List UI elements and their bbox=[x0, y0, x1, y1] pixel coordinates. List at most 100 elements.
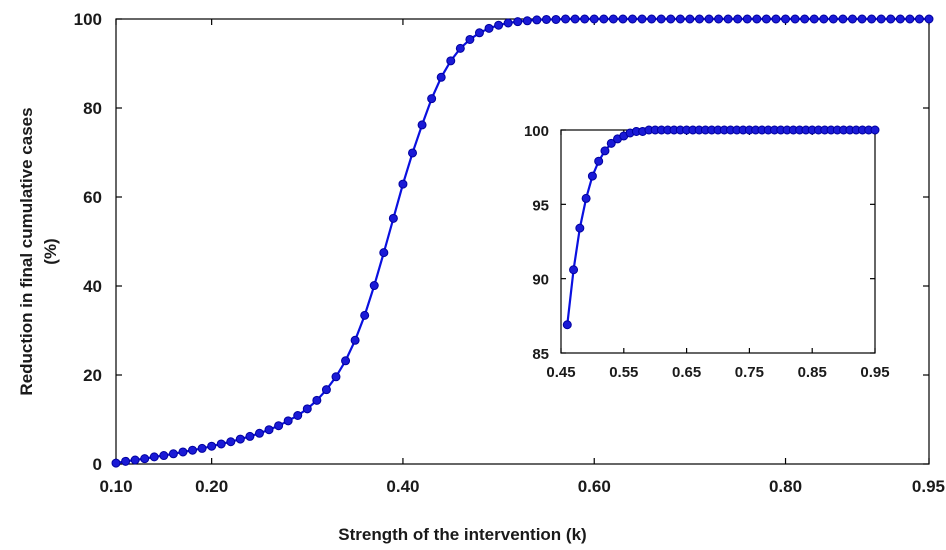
main-data-point bbox=[245, 431, 255, 441]
inset-data-point bbox=[606, 138, 616, 148]
inset-y-tick-label: 85 bbox=[532, 346, 549, 363]
main-y-tick-label: 80 bbox=[83, 99, 102, 118]
main-y-tick-label: 60 bbox=[83, 188, 102, 207]
main-plot-frame bbox=[115, 18, 930, 465]
main-data-point bbox=[532, 15, 542, 25]
main-data-point bbox=[216, 439, 226, 449]
inset-data-point bbox=[562, 320, 572, 330]
main-data-point bbox=[398, 179, 408, 189]
main-data-point bbox=[388, 213, 398, 223]
inset-x-tick-label: 0.45 bbox=[546, 364, 575, 381]
main-data-point bbox=[159, 451, 169, 461]
main-data-point bbox=[321, 385, 331, 395]
main-data-point bbox=[130, 455, 140, 465]
main-data-point bbox=[647, 14, 657, 24]
inset-x-tick-label: 0.75 bbox=[735, 364, 764, 381]
main-data-point bbox=[541, 14, 551, 24]
inset-data-point bbox=[569, 265, 579, 275]
main-data-point bbox=[302, 404, 312, 414]
main-x-tick-label: 0.80 bbox=[769, 477, 802, 496]
main-x-tick-label: 0.10 bbox=[99, 477, 132, 496]
inset-data-point bbox=[581, 193, 591, 203]
inset-data-point bbox=[575, 223, 585, 233]
inset-x-tick-label: 0.65 bbox=[672, 364, 701, 381]
main-data-point bbox=[790, 14, 800, 24]
main-data-point bbox=[886, 14, 896, 24]
main-data-point bbox=[733, 14, 743, 24]
main-data-point bbox=[914, 14, 924, 24]
main-data-point bbox=[924, 14, 934, 24]
main-data-point bbox=[312, 395, 322, 405]
inset-plot: 0.45 0.55 0.65 0.75 0.85 0.95 85 90 95 100 bbox=[524, 123, 890, 381]
main-data-point bbox=[666, 14, 676, 24]
main-data-point bbox=[580, 14, 590, 24]
main-data-point bbox=[656, 14, 666, 24]
main-data-point bbox=[675, 14, 685, 24]
main-data-point bbox=[742, 14, 752, 24]
main-data-point bbox=[905, 14, 915, 24]
main-data-point bbox=[867, 14, 877, 24]
inset-y-tick-label: 100 bbox=[524, 123, 549, 140]
main-data-point bbox=[589, 14, 599, 24]
main-data-point bbox=[857, 14, 867, 24]
main-data-point bbox=[350, 335, 360, 345]
main-data-point bbox=[188, 445, 198, 455]
main-data-point bbox=[752, 14, 762, 24]
main-data-point bbox=[494, 20, 504, 30]
inset-background bbox=[561, 130, 875, 353]
main-data-point bbox=[522, 16, 532, 26]
main-data-point bbox=[819, 14, 829, 24]
main-x-tick-label: 0.60 bbox=[578, 477, 611, 496]
main-data-point bbox=[685, 14, 695, 24]
main-data-point bbox=[513, 17, 523, 27]
main-data-point bbox=[561, 14, 571, 24]
main-data-point bbox=[254, 428, 264, 438]
main-data-point bbox=[781, 14, 791, 24]
inset-data-point bbox=[600, 146, 610, 156]
main-data-point bbox=[168, 449, 178, 459]
main-data-point bbox=[876, 14, 886, 24]
main-data-point bbox=[111, 458, 121, 468]
main-data-point bbox=[274, 421, 284, 431]
main-data-point bbox=[283, 416, 293, 426]
y-axis-label-line-1: Reduction in final cumulative cases bbox=[17, 107, 36, 395]
main-plot: 0.10 0.20 0.40 0.60 0.80 0.95 0 20 40 60 80 100 bbox=[74, 10, 945, 496]
main-data-point bbox=[847, 14, 857, 24]
main-data-point bbox=[455, 43, 465, 53]
main-data-point bbox=[570, 14, 580, 24]
main-data-point bbox=[360, 310, 370, 320]
main-data-point bbox=[551, 14, 561, 24]
main-data-point bbox=[704, 14, 714, 24]
main-data-point bbox=[446, 56, 456, 66]
main-data-point bbox=[369, 281, 379, 291]
inset-x-tick-label: 0.85 bbox=[798, 364, 827, 381]
main-y-tick-label: 40 bbox=[83, 277, 102, 296]
inset-x-tick-label: 0.95 bbox=[860, 364, 889, 381]
main-data-point bbox=[207, 441, 217, 451]
main-x-tick-label: 0.95 bbox=[912, 477, 945, 496]
main-data-point bbox=[178, 447, 188, 457]
main-data-point bbox=[226, 437, 236, 447]
main-x-tick-label: 0.20 bbox=[195, 477, 228, 496]
main-data-point bbox=[599, 14, 609, 24]
main-data-point bbox=[895, 14, 905, 24]
main-data-point bbox=[474, 28, 484, 38]
main-data-point bbox=[618, 14, 628, 24]
main-data-point bbox=[264, 425, 274, 435]
main-x-tick-label: 0.40 bbox=[386, 477, 419, 496]
main-data-point bbox=[465, 34, 475, 44]
main-data-point bbox=[408, 148, 418, 158]
main-data-point bbox=[235, 434, 245, 444]
inset-data-point bbox=[870, 125, 880, 135]
main-data-point bbox=[121, 456, 131, 466]
main-data-point bbox=[761, 14, 771, 24]
y-axis-label-line-2: (%) bbox=[41, 238, 60, 264]
main-data-point bbox=[800, 14, 810, 24]
main-data-point bbox=[723, 14, 733, 24]
main-data-point bbox=[417, 120, 427, 130]
main-data-point bbox=[379, 248, 389, 258]
main-data-point bbox=[828, 14, 838, 24]
main-data-point bbox=[771, 14, 781, 24]
main-y-tick-label: 0 bbox=[93, 455, 102, 474]
